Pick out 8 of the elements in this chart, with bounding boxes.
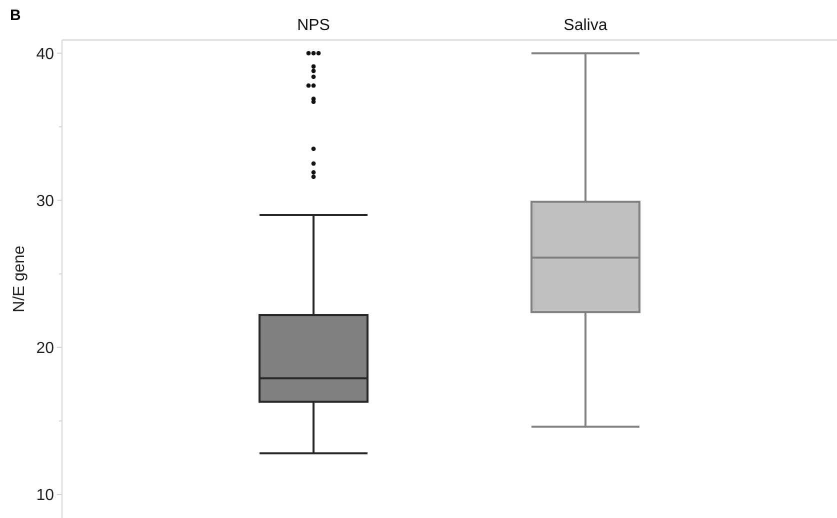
y-tick-label: 20 [36,340,54,357]
x-tick-label: Saliva [564,17,608,34]
y-tick-label: 10 [36,487,54,504]
x-tick-label: NPS [297,17,330,34]
y-tick-label: 40 [36,46,54,63]
y-axis-title: N/E gene [11,246,28,312]
chart-title: B [10,7,21,24]
y-tick-label: 30 [36,192,54,210]
